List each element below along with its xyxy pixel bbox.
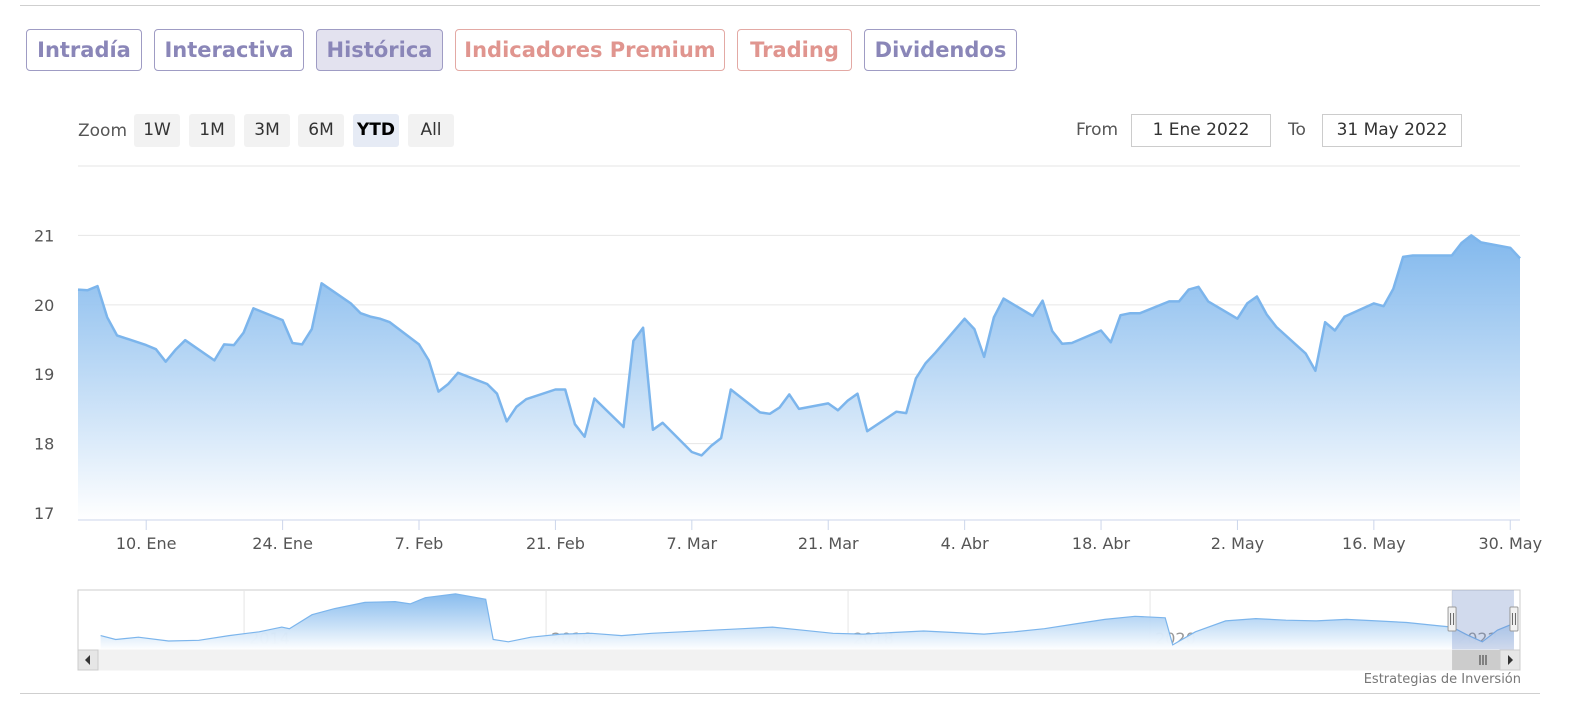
- to-date-input[interactable]: 31 May 2022: [1322, 114, 1462, 147]
- bottom-divider: [20, 693, 1540, 694]
- x-tick-label: 7. Mar: [667, 534, 718, 553]
- x-tick-label: 30. May: [1478, 534, 1542, 553]
- credit-text[interactable]: Estrategias de Inversión: [1363, 672, 1521, 687]
- tab-indicadores-premium[interactable]: Indicadores Premium: [455, 29, 725, 71]
- y-tick-label: 19: [34, 365, 54, 384]
- y-tick-label: 18: [34, 435, 54, 454]
- navigator-handle-left[interactable]: [1447, 606, 1457, 632]
- zoom-1w-button[interactable]: 1W: [134, 114, 180, 147]
- arrow-left-icon: [85, 655, 90, 665]
- x-tick-label: 21. Mar: [798, 534, 859, 553]
- x-tick-label: 16. May: [1342, 534, 1406, 553]
- zoom-all-button[interactable]: All: [408, 114, 454, 147]
- to-label: To: [1288, 120, 1306, 140]
- price-area: [78, 235, 1520, 520]
- navigator-area: [100, 593, 1515, 650]
- x-tick-label: 24. Ene: [252, 534, 313, 553]
- x-tick-label: 21. Feb: [526, 534, 585, 553]
- from-date-input[interactable]: 1 Ene 2022: [1131, 114, 1271, 147]
- x-tick-label: 7. Feb: [395, 534, 444, 553]
- x-tick-label: 2. May: [1211, 534, 1264, 553]
- tab-intradia[interactable]: Intradía: [26, 29, 142, 71]
- zoom-1m-button[interactable]: 1M: [189, 114, 235, 147]
- scrollbar-track: [77, 649, 1521, 671]
- tab-historica[interactable]: Histórica: [316, 29, 443, 71]
- navigator-handle-right[interactable]: [1509, 606, 1519, 632]
- zoom-ytd-button[interactable]: YTD: [353, 114, 399, 147]
- price-line: [77, 234, 1521, 457]
- y-tick-label: 21: [34, 226, 54, 245]
- arrow-right-icon: [1508, 655, 1513, 665]
- tab-interactiva[interactable]: Interactiva: [154, 29, 304, 71]
- x-tick-label: 10. Ene: [116, 534, 177, 553]
- tab-trading[interactable]: Trading: [737, 29, 852, 71]
- zoom-3m-button[interactable]: 3M: [244, 114, 290, 147]
- y-tick-label: 20: [34, 296, 54, 315]
- tab-dividendos[interactable]: Dividendos: [864, 29, 1017, 71]
- zoom-label: Zoom: [78, 121, 128, 141]
- navigator-line: [100, 593, 1515, 646]
- top-divider: [20, 5, 1540, 6]
- y-tick-label: 17: [34, 504, 54, 523]
- navigator-selection: [1452, 590, 1514, 650]
- x-tick-label: 18. Abr: [1072, 534, 1131, 553]
- x-tick-label: 4. Abr: [941, 534, 989, 553]
- zoom-6m-button[interactable]: 6M: [298, 114, 344, 147]
- from-label: From: [1076, 120, 1119, 140]
